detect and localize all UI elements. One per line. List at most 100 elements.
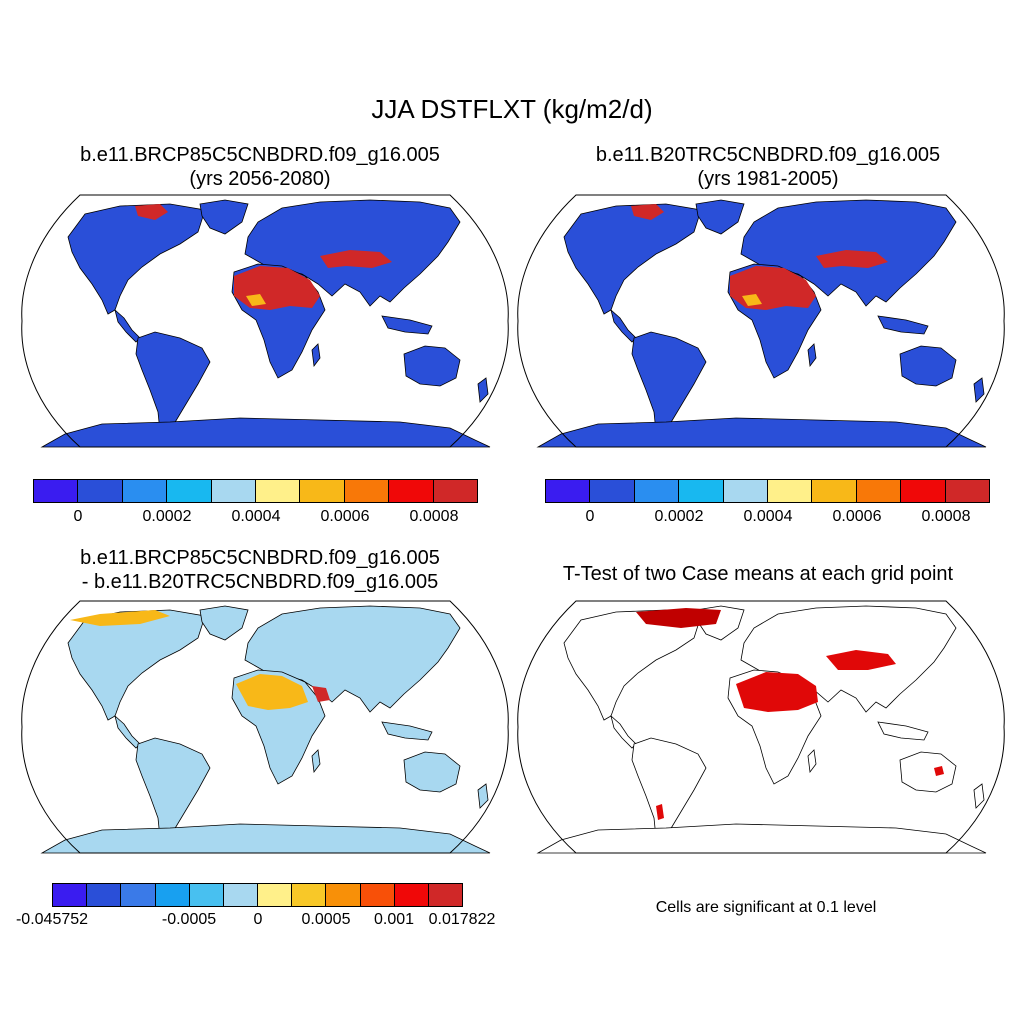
map-diff-frame <box>21 600 509 854</box>
colorbar-diff-label: 0.0005 <box>301 911 351 928</box>
colorbar-swatch <box>634 480 680 502</box>
colorbar-swatch <box>679 480 724 502</box>
region-central-asia <box>816 250 888 268</box>
colorbar-swatch <box>87 884 122 906</box>
colorbar-swatch <box>394 884 429 906</box>
map-case2 <box>517 194 1005 448</box>
map-diff-change-regions <box>70 610 330 710</box>
colorbar-case2-label: 0 <box>585 508 595 525</box>
colorbar-swatch <box>945 480 990 502</box>
continent-greenland <box>199 199 249 235</box>
panel-case2-title-line2: (yrs 1981-2005) <box>697 168 839 190</box>
colorbar-case2-label: 0.0002 <box>654 508 704 525</box>
figure-title: JJA DSTFLXT (kg/m2/d) <box>371 94 653 124</box>
map-diff-land <box>40 605 491 854</box>
continent-australia <box>899 751 957 793</box>
continent-new-zealand <box>477 377 489 403</box>
continent-madagascar <box>807 749 817 774</box>
continent-new-zealand <box>477 783 489 809</box>
colorbar-swatch <box>256 480 301 502</box>
colorbar-swatch <box>433 480 478 502</box>
region-arctic-canada <box>631 204 664 220</box>
panel-ttest-title: T-Test of two Case means at each grid po… <box>562 563 954 585</box>
continent-antarctica <box>536 417 987 448</box>
continent-antarctica <box>40 823 491 854</box>
region-sahel-patch <box>742 294 762 306</box>
region-sahara-change <box>236 674 308 710</box>
region-arctic-canada <box>135 204 168 220</box>
colorbar-swatch <box>189 884 224 906</box>
colorbar-swatch <box>167 480 212 502</box>
colorbar-swatch <box>389 480 434 502</box>
continent-maritime-se-asia <box>381 721 433 741</box>
continent-maritime-se-asia <box>877 721 929 741</box>
map-case2-dust-regions <box>631 204 888 310</box>
region-central-asia <box>320 250 392 268</box>
colorbar-swatch <box>590 480 635 502</box>
continent-madagascar <box>311 343 321 368</box>
colorbar-case2 <box>545 479 990 503</box>
continent-antarctica <box>40 417 491 448</box>
continent-new-zealand <box>973 377 985 403</box>
colorbar-case1 <box>33 479 478 503</box>
continent-australia <box>403 751 461 793</box>
region-arctic-change <box>70 610 170 626</box>
ttest-significance-note: Cells are significant at 0.1 level <box>655 899 877 916</box>
panel-diff-title-line2: - b.e11.B20TRC5CNBDRD.f09_g16.005 <box>81 571 439 593</box>
map-ttest-land <box>536 605 987 854</box>
colorbar-diff-label: 0 <box>253 911 263 928</box>
map-ttest-significant-regions <box>636 608 944 820</box>
colorbar-diff-label: 0.001 <box>373 911 415 928</box>
map-case2-land <box>536 199 987 448</box>
colorbar-case1-label: 0 <box>73 508 83 525</box>
panel-diff-title: b.e11.BRCP85C5CNBDRD.f09_g16.005 - b.e11… <box>20 546 500 594</box>
colorbar-swatch <box>121 884 156 906</box>
colorbar-swatch <box>223 884 259 906</box>
colorbar-swatch <box>856 480 902 502</box>
region-arabia-drop <box>312 686 330 702</box>
colorbar-case2-label: 0.0006 <box>832 508 882 525</box>
region-australia-significant <box>934 766 944 776</box>
colorbar-swatch <box>326 884 361 906</box>
colorbar-case1-label: 0.0006 <box>320 508 370 525</box>
colorbar-swatch <box>34 480 79 502</box>
colorbar-diff-label: -0.045752 <box>15 911 89 928</box>
continent-new-zealand <box>973 783 985 809</box>
panel-case2-title-line1: b.e11.B20TRC5CNBDRD.f09_g16.005 <box>595 144 941 166</box>
continent-maritime-se-asia <box>381 315 433 335</box>
map-case1-dust-regions <box>135 204 392 310</box>
map-case2-frame <box>517 194 1005 448</box>
colorbar-swatch <box>292 884 327 906</box>
colorbar-swatch <box>546 480 591 502</box>
colorbar-swatch <box>78 480 123 502</box>
colorbar-swatch <box>901 480 946 502</box>
continent-maritime-se-asia <box>877 315 929 335</box>
continent-australia <box>899 345 957 387</box>
colorbar-swatch <box>768 480 813 502</box>
continent-australia <box>403 345 461 387</box>
colorbar-case2-label: 0.0008 <box>921 508 971 525</box>
continent-central-america <box>114 714 141 749</box>
colorbar-swatch <box>122 480 168 502</box>
continent-madagascar <box>311 749 321 774</box>
map-diff <box>21 600 509 854</box>
colorbar-diff <box>52 883 463 907</box>
colorbar-case1-label: 0.0002 <box>142 508 192 525</box>
map-case1-land <box>40 199 491 448</box>
continent-greenland <box>199 605 249 641</box>
continent-north-america <box>67 609 206 721</box>
colorbar-swatch <box>812 480 857 502</box>
region-south-america-significant <box>656 804 664 820</box>
continent-greenland <box>695 199 745 235</box>
colorbar-swatch <box>53 884 88 906</box>
panel-case1-title-line1: b.e11.BRCP85C5CNBDRD.f09_g16.005 <box>80 144 440 166</box>
continent-central-america <box>610 308 637 343</box>
colorbar-swatch <box>211 480 257 502</box>
continent-antarctica <box>536 823 987 854</box>
continent-madagascar <box>807 343 817 368</box>
continent-central-america <box>114 308 141 343</box>
region-arctic-significant <box>636 608 721 628</box>
continent-central-america <box>610 714 637 749</box>
panel-case1-title-line2: (yrs 2056-2080) <box>189 168 331 190</box>
colorbar-swatch <box>428 884 463 906</box>
